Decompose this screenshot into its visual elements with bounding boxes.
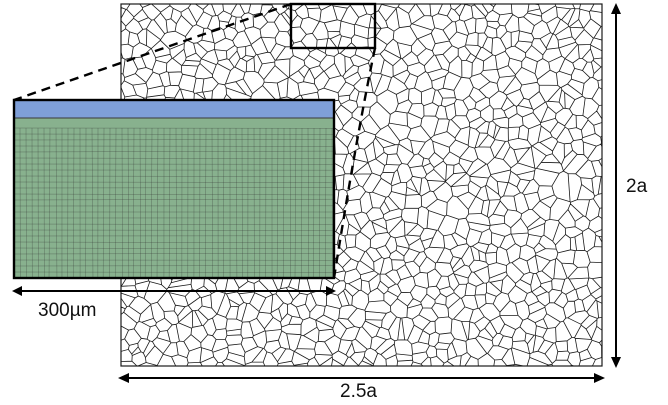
width-dimension-arrow xyxy=(118,373,605,383)
zoom-region-box xyxy=(289,2,377,50)
height-dimension-arrow xyxy=(611,3,621,368)
zoom-connector-upper xyxy=(13,2,292,102)
inset-mesh-lines xyxy=(14,127,334,278)
inset-border xyxy=(12,98,336,280)
zoomed-mesh-inset xyxy=(12,98,336,280)
zoom-connector-lower xyxy=(332,47,377,279)
domain-height-label: 2a xyxy=(626,176,648,197)
inset-scale-label: 300µm xyxy=(38,300,97,321)
domain-width-label: 2.5a xyxy=(340,381,377,402)
inset-scale-arrow xyxy=(12,286,336,296)
